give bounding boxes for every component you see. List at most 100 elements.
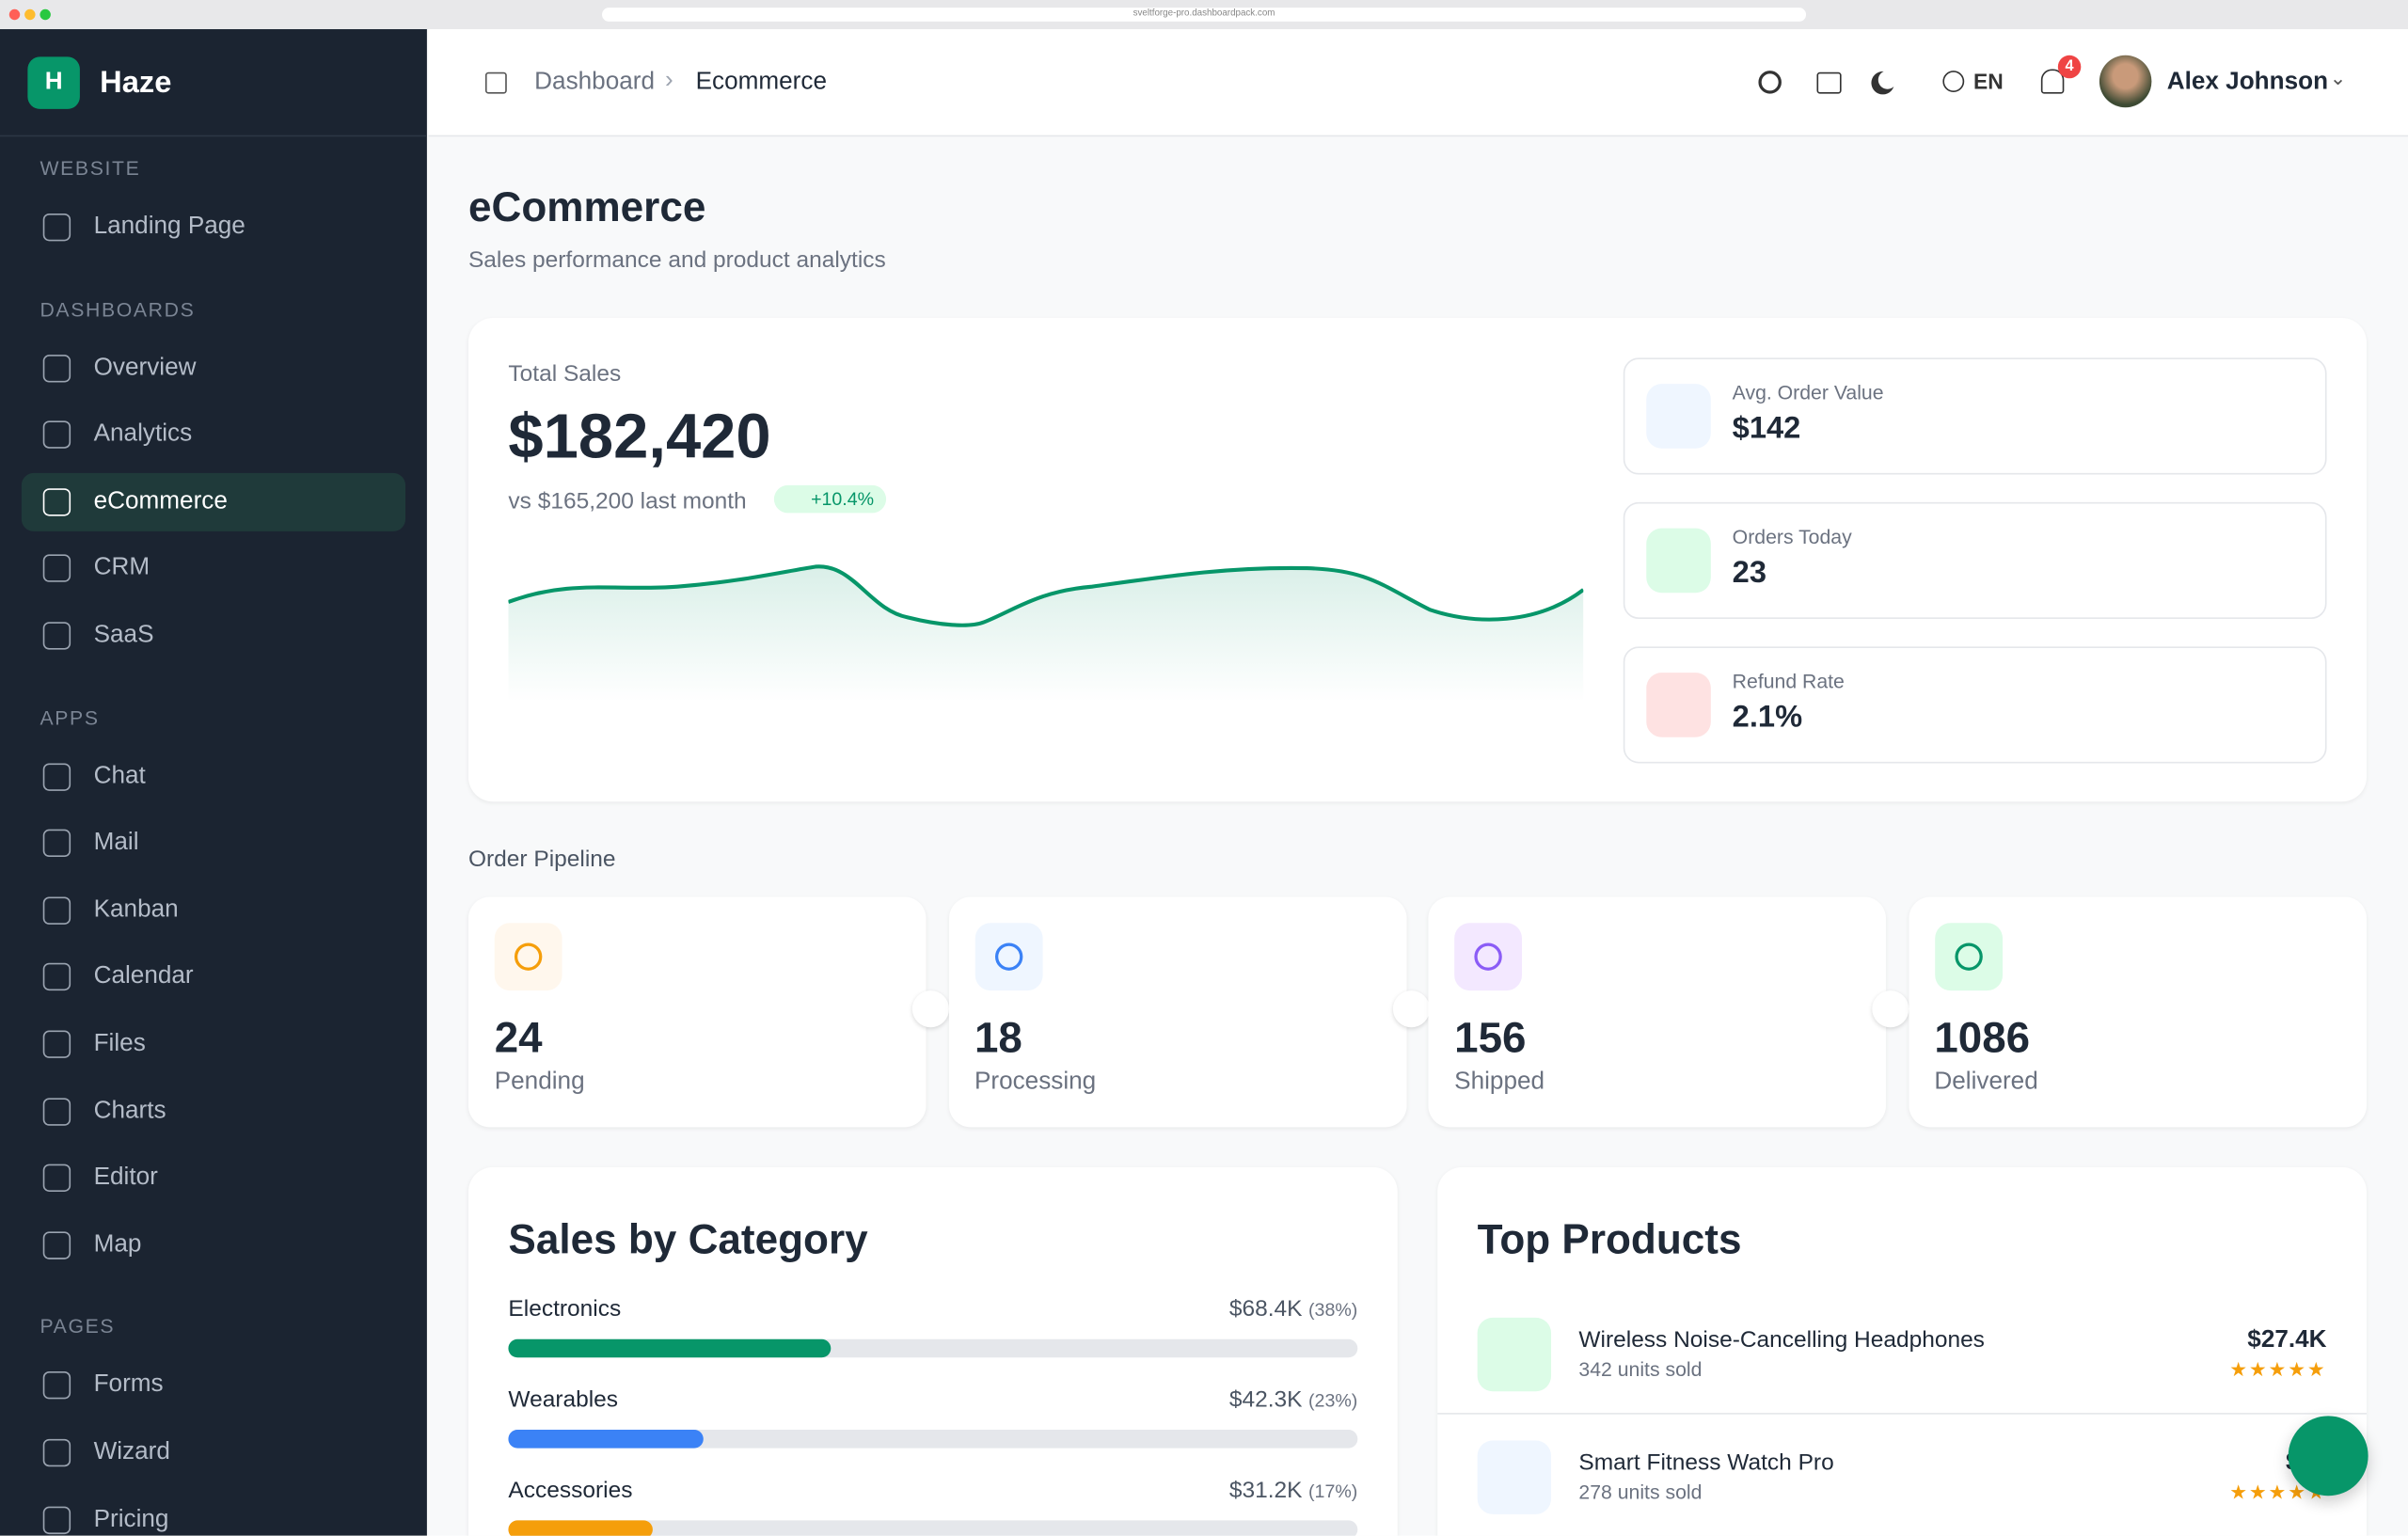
amount: $68.4K <box>1228 1295 1303 1322</box>
nav-icon <box>42 420 71 450</box>
product-icon <box>1477 1440 1552 1514</box>
stage-arrow <box>1872 990 1909 1028</box>
nav-item[interactable]: Landing Page <box>93 213 246 240</box>
breadcrumb-current: Ecommerce <box>695 69 827 96</box>
sidebar: H Haze WEBSITE Landing Page DASHBOARDS Over… <box>0 29 427 1536</box>
progress-bar <box>508 1338 832 1358</box>
kpi-icon <box>1646 384 1711 449</box>
total-sales-value: $182,420 <box>508 401 771 472</box>
active-item-bg <box>21 472 406 531</box>
nav-item[interactable]: Files <box>93 1030 146 1057</box>
product-icon <box>1477 1317 1552 1392</box>
product-name[interactable]: Smart Fitness Watch Pro <box>1578 1449 1834 1477</box>
user-name[interactable]: Alex Johnson <box>2166 69 2329 96</box>
stage-icon-mark <box>1954 942 1982 971</box>
topbar: Dashboard › Ecommerce EN 4 Alex Johnson … <box>428 29 2408 137</box>
share: (23%) <box>1308 1389 1358 1412</box>
kpi-value: 2.1% <box>1732 700 1803 735</box>
category-amount: $68.4K (38%) <box>1229 1296 1357 1322</box>
docs-button[interactable] <box>1816 71 1842 94</box>
nav-item[interactable]: Chat <box>93 762 146 789</box>
brand: Haze <box>100 66 172 101</box>
page-subtitle: Sales performance and product analytics <box>467 246 886 274</box>
notifications-button[interactable] <box>2040 69 2065 94</box>
stage-count: 156 <box>1454 1013 1527 1062</box>
product-sold: 342 units sold <box>1578 1357 1703 1381</box>
nav-item[interactable]: Analytics <box>93 420 193 448</box>
language-icon[interactable] <box>1942 71 1965 92</box>
browser-bar: sveltforge-pro.dashboardpack.com <box>0 0 2408 30</box>
page-title: eCommerce <box>467 183 706 230</box>
theme-button[interactable] <box>1878 71 1897 89</box>
stage-count: 24 <box>494 1013 543 1062</box>
product-revenue: $27.4K <box>2247 1326 2327 1354</box>
language[interactable]: EN <box>1973 69 2004 94</box>
nav-icon <box>42 1164 71 1193</box>
avatar[interactable] <box>2099 55 2152 108</box>
product-sold: 278 units sold <box>1578 1480 1703 1504</box>
nav-item[interactable]: Overview <box>93 354 197 381</box>
progress-track <box>508 1520 1358 1536</box>
nav-item[interactable]: Editor <box>93 1164 158 1191</box>
pipeline-card: 24 Pending <box>467 896 927 1128</box>
nav-icon <box>42 555 71 583</box>
nav-icon <box>42 622 71 650</box>
nav-item[interactable]: Kanban <box>93 896 179 923</box>
kpi-icon <box>1646 673 1711 737</box>
nav-item[interactable]: Mail <box>93 829 139 856</box>
notification-badge: 4 <box>2057 55 2082 79</box>
section-title: WEBSITE <box>40 156 141 181</box>
category-amount: $42.3K (23%) <box>1229 1386 1357 1413</box>
progress-track <box>508 1430 1358 1449</box>
stage-arrow <box>911 990 950 1028</box>
progress-bar <box>508 1520 653 1536</box>
nav-item[interactable]: CRM <box>93 555 150 581</box>
divider <box>1437 1413 2367 1415</box>
kpi-label: Refund Rate <box>1732 669 1845 693</box>
pipeline-title: Order Pipeline <box>467 846 616 873</box>
section-title: DASHBOARDS <box>40 297 196 321</box>
rating-stars: ★★★★★ <box>2229 1357 2327 1381</box>
nav-icon <box>42 896 71 925</box>
nav-item[interactable]: Map <box>93 1231 142 1258</box>
nav-item[interactable]: Charts <box>93 1097 166 1124</box>
stage-label: Shipped <box>1454 1069 1545 1096</box>
products-title: Top Products <box>1477 1216 1742 1263</box>
nav-item[interactable]: Wizard <box>93 1438 170 1465</box>
collapse-button[interactable] <box>484 71 507 94</box>
category-name: Electronics <box>508 1295 622 1322</box>
url-bar[interactable]: sveltforge-pro.dashboardpack.com <box>602 8 1807 22</box>
category-card: Sales by Category Electronics $68.4K (38%)… <box>467 1166 1398 1536</box>
kpi-card: Avg. Order Value $142 <box>1623 357 2327 475</box>
settings-fab[interactable] <box>2288 1416 2368 1496</box>
sales-sparkline <box>508 564 1584 703</box>
category-name: Accessories <box>508 1477 633 1504</box>
stage-icon-mark <box>1474 942 1502 971</box>
kpi-card: Orders Today 23 <box>1623 501 2327 619</box>
nav-item[interactable]: Calendar <box>93 963 194 990</box>
nav-icon <box>42 1030 71 1058</box>
nav-icon <box>42 1097 71 1126</box>
total-sales-label: Total Sales <box>508 360 622 388</box>
nav-item[interactable]: SaaS <box>93 622 154 648</box>
nav-item[interactable]: Forms <box>93 1371 164 1399</box>
kpi-label: Orders Today <box>1732 525 1852 548</box>
nav-item[interactable]: Pricing <box>93 1506 169 1532</box>
search-button[interactable] <box>1758 71 1782 94</box>
breadcrumb-link[interactable]: Dashboard <box>534 69 655 96</box>
stage-count: 18 <box>974 1013 1022 1062</box>
category-title: Sales by Category <box>508 1216 868 1263</box>
stage-arrow <box>1392 990 1430 1028</box>
stage-label: Pending <box>494 1069 585 1096</box>
product-name[interactable]: Wireless Noise-Cancelling Headphones <box>1578 1326 1985 1354</box>
amount: $31.2K <box>1228 1477 1303 1504</box>
share: (17%) <box>1308 1480 1358 1502</box>
nav-icon <box>42 1438 71 1467</box>
nav-item[interactable]: eCommerce <box>93 487 228 515</box>
nav-icon <box>42 1371 71 1401</box>
logo[interactable]: H <box>27 56 80 109</box>
nav-icon <box>42 1506 71 1534</box>
kpi-value: $142 <box>1732 411 1801 446</box>
